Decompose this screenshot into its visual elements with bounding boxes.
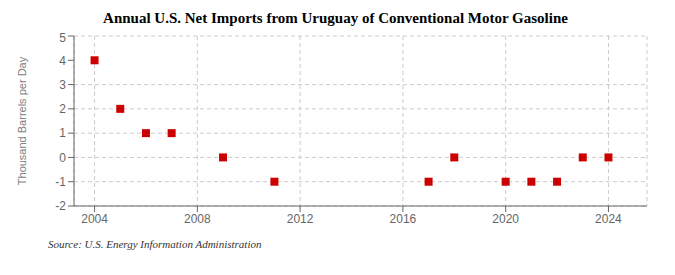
svg-text:3: 3 xyxy=(59,78,66,92)
html-text:Source: U.S. Energy Informatio: Source: U.S. Energy Information Administ… xyxy=(48,238,262,250)
svg-text:Thousand Barrels per Day: Thousand Barrels per Day xyxy=(16,56,28,185)
svg-text:5: 5 xyxy=(59,31,66,45)
svg-text:2016: 2016 xyxy=(390,212,417,226)
svg-text:2008: 2008 xyxy=(184,212,211,226)
svg-text:2024: 2024 xyxy=(595,212,622,226)
svg-text:2: 2 xyxy=(59,102,66,116)
svg-text:0: 0 xyxy=(59,151,66,165)
svg-text:4: 4 xyxy=(59,54,66,68)
svg-text:-1: -1 xyxy=(55,175,66,189)
svg-text:2020: 2020 xyxy=(492,212,519,226)
svg-text:2004: 2004 xyxy=(81,212,108,226)
svg-text:2012: 2012 xyxy=(287,212,314,226)
svg-text:-2: -2 xyxy=(55,199,66,213)
html-text:Annual U.S. Net Imports from U: Annual U.S. Net Imports from Uruguay of … xyxy=(103,10,568,26)
svg-text:1: 1 xyxy=(59,126,66,140)
